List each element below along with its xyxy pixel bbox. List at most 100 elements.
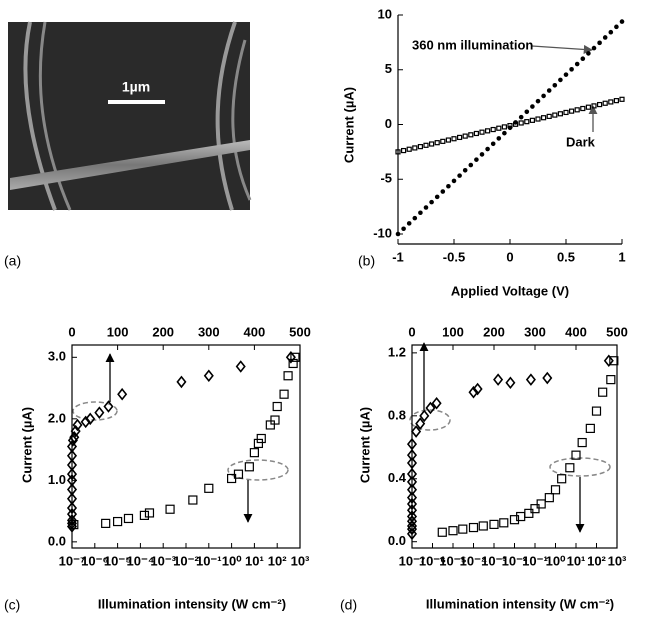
data-point [406, 510, 418, 523]
data-point [406, 467, 418, 481]
data-point [165, 504, 175, 514]
data-point [591, 45, 597, 51]
data-point [176, 375, 187, 389]
x2-tick-label: 500 [606, 324, 628, 339]
data-point [518, 114, 524, 120]
data-point [417, 144, 423, 150]
data-point [501, 124, 507, 130]
data-point [552, 82, 558, 88]
data-point [462, 167, 468, 173]
data-point [591, 103, 597, 109]
y-axis-label: Current (µA) [341, 87, 356, 163]
data-point [117, 387, 128, 401]
data-point [203, 369, 214, 383]
x-tick-label: 10⁻² [502, 553, 528, 568]
data-point [249, 448, 259, 458]
data-point [598, 387, 608, 397]
data-point [437, 527, 447, 537]
data-point [565, 463, 575, 473]
data-point [412, 215, 418, 221]
y-tick-label: 3.0 [48, 349, 66, 364]
x2-tick-label: 400 [244, 324, 266, 339]
x-tick-label: 10⁻² [173, 553, 199, 568]
data-point [429, 141, 435, 147]
data-point [518, 120, 524, 126]
data-point [406, 514, 418, 528]
data-point [608, 29, 614, 35]
plot-frame [71, 344, 301, 549]
data-point [606, 375, 616, 385]
data-point [608, 99, 614, 105]
data-point [509, 515, 520, 525]
y-tick-label: 0.0 [388, 533, 406, 548]
data-point [406, 503, 418, 517]
data-point [406, 519, 418, 533]
data-point [468, 522, 479, 533]
data-point [557, 111, 564, 117]
data-point [285, 351, 296, 364]
x2-tick-label: 100 [107, 324, 129, 339]
data-point [66, 483, 78, 496]
x-tick-label: 10⁻⁷ [59, 553, 86, 568]
x2-tick-label: 300 [198, 324, 220, 339]
panel-label: (c) [4, 597, 20, 613]
data-point [440, 138, 446, 144]
y-tick-label: 1.2 [388, 344, 406, 359]
data-point [602, 35, 608, 40]
x-tick-label: 10⁻⁴ [460, 553, 488, 568]
x-tick-label: 10² [268, 553, 287, 568]
data-point [473, 130, 479, 137]
data-point [244, 462, 254, 472]
data-point [406, 448, 418, 462]
data-point [283, 371, 293, 381]
data-point [530, 104, 535, 109]
data-point [66, 492, 78, 506]
data-point [67, 434, 78, 447]
data-point [546, 113, 552, 119]
x-tick-label: -1 [392, 249, 404, 264]
data-point [535, 98, 541, 104]
data-point [603, 354, 614, 368]
data-point [253, 438, 264, 449]
data-point [418, 210, 423, 216]
data-point [563, 72, 569, 77]
data-point [434, 140, 440, 146]
data-point [512, 121, 519, 127]
data-point [66, 467, 78, 481]
x-tick-label: 10⁻¹ [522, 553, 548, 568]
x-axis-label: Illumination intensity (W cm⁻²) [98, 596, 286, 611]
x2-tick-label: 500 [289, 324, 311, 339]
x2-tick-label: 0 [68, 324, 75, 339]
x-tick-label: 10⁰ [546, 553, 566, 568]
data-point [85, 412, 96, 426]
data-point [94, 406, 105, 419]
data-point [451, 136, 457, 142]
data-point [290, 352, 300, 362]
data-point [235, 360, 246, 373]
data-point [496, 125, 502, 131]
data-point [479, 129, 485, 135]
y-tick-label: 2.0 [48, 410, 66, 425]
x-tick-label: 10¹ [567, 553, 586, 568]
y-tick-label: 0.8 [388, 407, 406, 422]
x-tick-label: 10¹ [245, 553, 264, 568]
data-point [72, 418, 83, 432]
data-point [478, 521, 488, 531]
data-point [619, 19, 625, 24]
data-point [591, 406, 602, 416]
x-tick-label: 10² [587, 553, 606, 568]
data-point [451, 178, 457, 184]
x-tick-label: 10⁰ [222, 553, 242, 568]
x-tick-label: 0.5 [557, 249, 575, 264]
x-tick-label: 10⁻⁶ [419, 553, 446, 568]
data-point [524, 119, 530, 125]
data-point [265, 420, 275, 430]
data-point [535, 116, 541, 122]
panel-label: (d) [340, 597, 357, 613]
x-tick-label: 10⁻⁴ [127, 553, 155, 568]
data-point [395, 231, 401, 237]
data-point [445, 137, 451, 143]
data-point [458, 524, 468, 534]
data-point [66, 507, 78, 521]
